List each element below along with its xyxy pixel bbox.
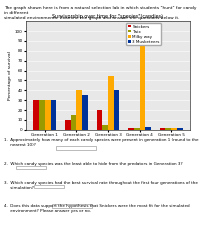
Text: 1.  Approximately how many of each candy species were present in generation 1 (r: 1. Approximately how many of each candy … [4,138,198,147]
Text: 3.  Which candy species had the best survival rate throughout the first four gen: 3. Which candy species had the best surv… [4,181,198,190]
Bar [102,125,108,130]
Bar [39,100,45,130]
Text: 2.  Which candy species was the least able to hide from the predators in Generat: 2. Which candy species was the least abl… [4,162,183,166]
Bar [177,128,183,130]
Bar [45,100,51,130]
Bar [33,100,39,130]
Bar [160,128,165,130]
Bar [71,115,76,130]
Bar [145,127,151,130]
Bar [51,100,56,130]
Title: Survivorship over time for "species"(candies): Survivorship over time for "species"(can… [52,14,164,19]
Bar [165,128,171,130]
Bar [65,120,71,130]
Bar [128,128,134,130]
Y-axis label: Percentage of survival: Percentage of survival [8,51,12,100]
Text: The graph shown here is from a natural selection lab in which students "hunt" fo: The graph shown here is from a natural s… [4,6,196,20]
Bar [134,128,140,130]
Text: 4.  Does this data support the hypothesis that Snickers were the most fit for th: 4. Does this data support the hypothesis… [4,204,190,213]
Bar [171,128,177,130]
Bar [76,90,82,130]
Legend: Snickers, Twix, Milky way, 3 Musketeers: Snickers, Twix, Milky way, 3 Musketeers [126,23,161,45]
Bar [108,76,114,130]
Bar [82,95,88,130]
Bar [114,90,119,130]
Bar [140,31,145,130]
Bar [97,110,102,130]
